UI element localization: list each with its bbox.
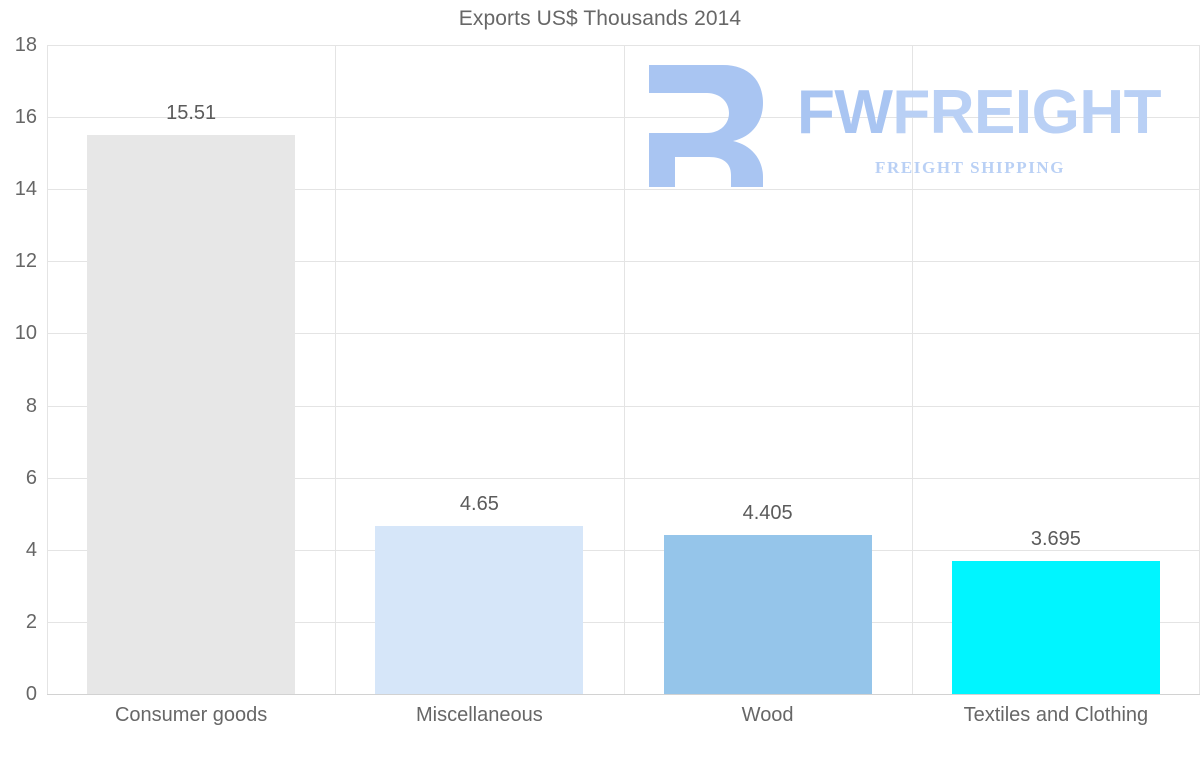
y-axis-tick-label: 18 (14, 34, 37, 56)
gridline-horizontal (47, 45, 1200, 46)
y-axis-tick-label: 12 (14, 250, 37, 273)
y-axis-tick-label: 10 (14, 322, 37, 345)
bar[interactable] (663, 535, 872, 694)
y-axis-tick-label: 8 (25, 394, 37, 417)
gridline-horizontal (47, 117, 1200, 119)
gridline-horizontal (47, 621, 1200, 623)
y-axis-tick-label: 14 (14, 178, 37, 201)
y-axis-tick-label: 4 (25, 538, 37, 561)
bar-value-label: 3.695 (1030, 527, 1081, 550)
y-axis-tick-label: 16 (14, 106, 37, 129)
gridline-vertical (335, 45, 336, 694)
y-axis-tick-label: 6 (25, 466, 37, 489)
x-axis-tick-label: Wood (741, 704, 794, 726)
x-axis-tick-label: Textiles and Clothing (963, 704, 1149, 726)
gridline-horizontal (47, 694, 1200, 695)
bar-value-label: 15.51 (166, 101, 217, 124)
y-axis-tick-label: 2 (25, 610, 37, 633)
bar[interactable] (375, 526, 584, 694)
bar[interactable] (87, 134, 296, 694)
gridline-horizontal (47, 549, 1200, 551)
x-axis-tick-label: Consumer goods (114, 704, 268, 726)
gridline-horizontal (47, 477, 1200, 479)
gridline-horizontal (47, 261, 1200, 263)
x-axis-tick-label: Miscellaneous (416, 704, 543, 726)
bar[interactable] (951, 560, 1160, 694)
chart-title: Exports US$ Thousands 2014 (458, 7, 742, 30)
bar-value-label: 4.405 (742, 502, 793, 525)
plot-area (47, 45, 1200, 695)
gridline-vertical (624, 45, 625, 694)
gridline-vertical (912, 45, 913, 694)
y-axis-tick-label: 0 (25, 683, 37, 705)
bar-value-label: 4.65 (459, 493, 499, 516)
gridline-horizontal (47, 189, 1200, 191)
gridline-vertical (47, 45, 48, 694)
gridline-horizontal (47, 405, 1200, 407)
gridline-horizontal (47, 333, 1200, 335)
